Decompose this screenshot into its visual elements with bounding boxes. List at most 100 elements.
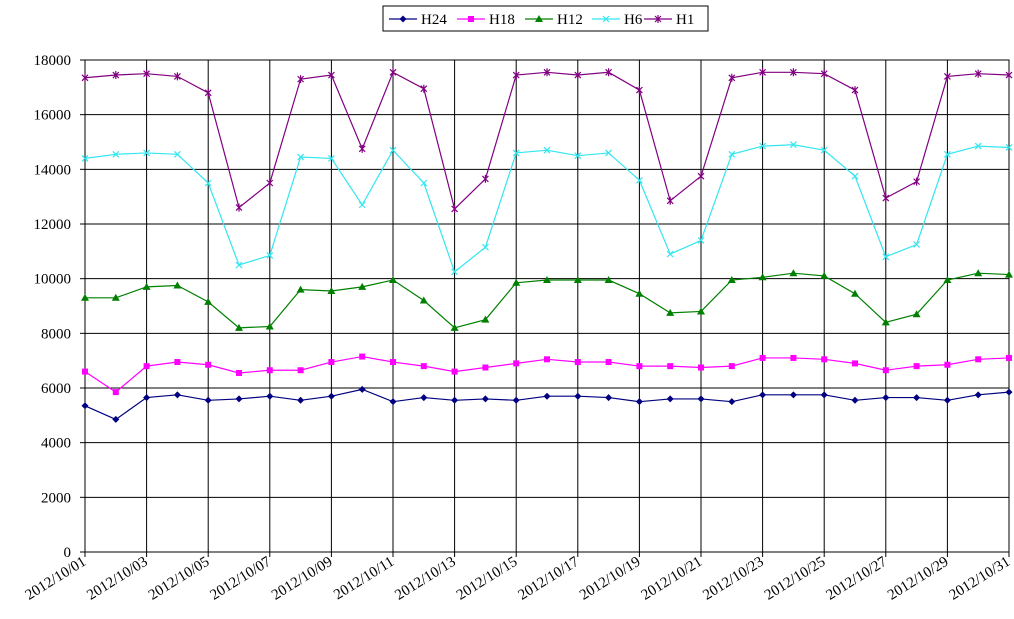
x-tick-label: 2012/10/05 xyxy=(146,554,212,604)
marker xyxy=(913,363,920,370)
marker xyxy=(205,361,212,368)
marker xyxy=(574,359,581,366)
marker xyxy=(602,15,610,23)
marker xyxy=(358,385,366,393)
marker xyxy=(635,398,643,406)
marker xyxy=(81,402,89,410)
marker xyxy=(297,367,304,374)
marker xyxy=(327,154,335,162)
marker xyxy=(143,69,151,78)
marker xyxy=(111,293,120,301)
marker xyxy=(481,243,489,251)
x-tick-label: 2012/10/27 xyxy=(823,554,890,604)
x-tick-label: 2012/10/31 xyxy=(947,554,1013,604)
marker xyxy=(512,149,520,157)
marker xyxy=(204,297,213,305)
marker xyxy=(1005,388,1013,396)
marker xyxy=(468,16,474,22)
marker xyxy=(297,153,305,161)
plot-border xyxy=(84,59,1010,553)
x-tick-label: 2012/10/11 xyxy=(331,554,397,603)
marker xyxy=(1005,270,1013,278)
marker xyxy=(451,396,459,404)
marker xyxy=(173,150,181,158)
marker xyxy=(851,289,859,297)
x-tick-label: 2012/10/01 xyxy=(23,554,89,604)
x-tick-label: 2012/10/25 xyxy=(762,554,828,604)
x-tick-label: 2012/10/13 xyxy=(392,554,458,604)
marker xyxy=(327,286,336,294)
marker xyxy=(974,391,982,399)
marker xyxy=(697,236,705,244)
marker xyxy=(112,389,119,396)
x-tick-label: 2012/10/15 xyxy=(454,554,520,604)
marker xyxy=(235,323,243,331)
marker xyxy=(697,395,705,403)
marker xyxy=(605,149,613,157)
marker xyxy=(482,364,489,371)
marker xyxy=(143,363,150,370)
y-tick-label: 12000 xyxy=(34,217,72,233)
marker xyxy=(1005,144,1013,151)
marker xyxy=(389,68,397,77)
y-tick-label: 2000 xyxy=(41,490,71,506)
marker xyxy=(389,398,397,406)
marker xyxy=(882,253,890,261)
marker xyxy=(851,172,859,180)
marker xyxy=(543,146,551,154)
marker xyxy=(821,356,828,363)
marker xyxy=(944,361,951,368)
marker xyxy=(851,396,859,404)
marker xyxy=(512,278,521,286)
marker xyxy=(399,15,407,23)
x-tick-label: 2012/10/07 xyxy=(207,554,274,604)
marker xyxy=(605,359,612,366)
marker xyxy=(667,363,674,370)
legend-label: H12 xyxy=(557,12,583,28)
marker xyxy=(666,395,674,403)
marker xyxy=(636,363,643,370)
x-tick-label: 2012/10/03 xyxy=(84,554,150,604)
marker xyxy=(974,142,982,150)
marker xyxy=(913,394,921,402)
marker xyxy=(882,194,890,203)
marker xyxy=(328,359,335,366)
marker xyxy=(513,360,520,367)
marker xyxy=(265,322,274,330)
marker xyxy=(297,75,305,84)
marker xyxy=(604,276,613,284)
y-tick-label: 16000 xyxy=(34,108,72,124)
marker xyxy=(820,146,828,154)
marker xyxy=(759,391,767,399)
marker xyxy=(666,250,674,258)
marker xyxy=(296,285,305,293)
marker xyxy=(728,150,736,158)
y-tick-label: 0 xyxy=(64,545,72,561)
marker xyxy=(204,88,212,97)
marker xyxy=(759,354,766,361)
marker xyxy=(943,396,951,404)
marker xyxy=(420,394,428,402)
marker xyxy=(235,395,243,403)
marker xyxy=(574,71,582,80)
marker xyxy=(143,394,151,402)
plot-area xyxy=(85,60,1009,552)
marker xyxy=(450,323,459,331)
marker xyxy=(481,315,490,323)
marker xyxy=(204,396,212,404)
marker xyxy=(789,68,797,77)
x-tick-label: 2012/10/19 xyxy=(577,554,643,604)
marker xyxy=(759,142,767,150)
marker xyxy=(419,296,428,304)
marker xyxy=(481,395,489,403)
marker xyxy=(266,179,274,187)
marker xyxy=(1005,71,1013,80)
marker xyxy=(698,364,704,371)
marker xyxy=(913,177,921,186)
x-tick-label: 2012/10/29 xyxy=(885,554,951,604)
marker xyxy=(790,354,797,361)
marker xyxy=(173,281,182,289)
marker xyxy=(235,203,243,212)
marker xyxy=(789,391,797,399)
